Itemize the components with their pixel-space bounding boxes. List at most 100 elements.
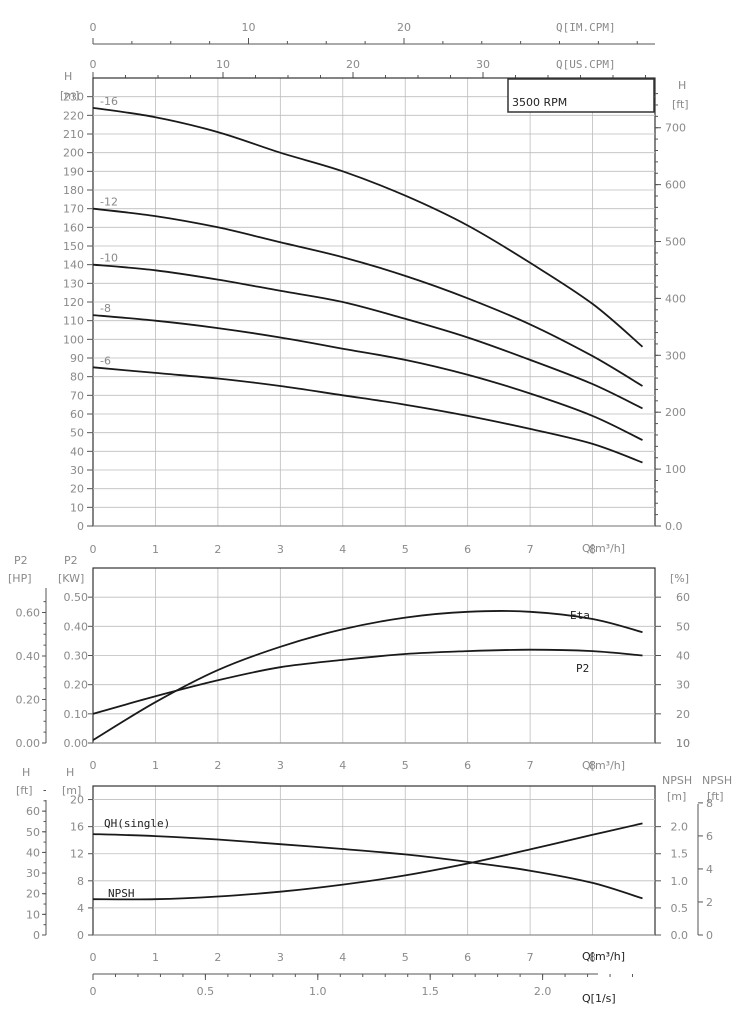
- power-hp-tick-label: 0.60: [16, 607, 41, 620]
- head-y-tick-label: 70: [70, 389, 84, 402]
- npsh-xlabel: Q[m³/h]: [582, 950, 625, 963]
- p2-curve-label: P2: [576, 662, 589, 675]
- head-y-tick-label: 80: [70, 371, 84, 384]
- power-ylabel-kw-1: P2: [64, 554, 78, 567]
- head-curve-label: -10: [100, 252, 118, 265]
- head-y-tick-label: 200: [63, 147, 84, 160]
- npsh-curve-label: NPSH: [108, 887, 135, 900]
- head-ft-tick-label: 100: [665, 463, 686, 476]
- head-x-tick-label: 0: [90, 543, 97, 556]
- top-flow-axes: 0 10 20 0 10 20 30: [90, 21, 655, 78]
- top-im-axis-label: Q[IM.CPM]: [556, 21, 616, 34]
- ls-tick-label: 0: [90, 985, 97, 998]
- npsh-ylabel-ft-2: [ft]: [16, 784, 33, 797]
- power-x-tick-label: 5: [402, 759, 409, 772]
- npsh-m-tick-label: 20: [70, 794, 84, 807]
- power-x-tick-label: 7: [527, 759, 534, 772]
- npsh-m-tick-label: 0: [77, 929, 84, 942]
- rpm-label: 3500 RPM: [512, 96, 567, 109]
- us-tick-label: 30: [476, 58, 490, 71]
- head-y-tick-label: 0: [77, 520, 84, 533]
- head-y-tick-label: 120: [63, 296, 84, 309]
- power-kw-tick-label: 0.00: [64, 737, 89, 750]
- npsh-mr-tick-label: 2.0: [671, 821, 689, 834]
- us-tick-label: 0: [90, 58, 97, 71]
- power-panel: 0.00 0.10 0.20 0.30 0.40 0.50 0.00 0.20 0.40 0.60…: [16, 567, 690, 772]
- npsh-x-tick-label: 4: [339, 951, 346, 964]
- head-x-tick-label: 4: [339, 543, 346, 556]
- head-ylabel-right-2: [ft]: [672, 98, 689, 111]
- head-ft-tick-label: 300: [665, 349, 686, 362]
- npsh-panel: 04812162001020304050600.00.51.01.52.0024…: [26, 785, 713, 998]
- head-y-tick-label: 40: [70, 445, 84, 458]
- ls-tick-label: 1.5: [421, 985, 439, 998]
- head-ylabel-right-1: H: [678, 79, 686, 92]
- npsh-x-tick-label: 0: [90, 951, 97, 964]
- head-y-tick-label: 100: [63, 333, 84, 346]
- head-y-tick-label: 110: [63, 315, 84, 328]
- power-ylabel-right: [%]: [670, 572, 689, 585]
- npsh-x-tick-label: 2: [214, 951, 221, 964]
- rpm-box: [507, 78, 655, 113]
- head-x-tick-label: 2: [214, 543, 221, 556]
- power-x-tick-label: 1: [152, 759, 159, 772]
- npsh-m-tick-label: 8: [77, 875, 84, 888]
- npsh-ft-tick-label: 60: [26, 805, 40, 818]
- qh-single-curve: [92, 833, 643, 900]
- npsh-ftr-tick-label: 8: [706, 797, 713, 810]
- head-x-tick-label: 8: [589, 543, 596, 556]
- power-kw-tick-label: 0.20: [64, 679, 89, 692]
- qh-single-curve-label: QH(single): [104, 817, 170, 830]
- npsh-ft-tick-label: 0: [33, 929, 40, 942]
- us-tick-label: 20: [346, 58, 360, 71]
- eta-curve-label: Eta: [570, 609, 590, 622]
- head-curve: [92, 263, 643, 410]
- head-x-tick-label: 6: [464, 543, 471, 556]
- ls-tick-label: 2.0: [534, 985, 552, 998]
- power-kw-tick-label: 0.30: [64, 650, 89, 663]
- power-ylabel-hp-2: [HP]: [8, 572, 32, 585]
- npsh-ftr-tick-label: 6: [706, 830, 713, 843]
- power-x-tick-label: 6: [464, 759, 471, 772]
- top-us-axis-label: Q[US.CPM]: [556, 58, 616, 71]
- power-pct-tick-label: 20: [676, 708, 690, 721]
- npsh-ylabel-npsh-ft-1: NPSH: [702, 774, 732, 787]
- head-ft-tick-label: 600: [665, 179, 686, 192]
- ls-tick-label: 0.5: [197, 985, 215, 998]
- head-curve: [92, 207, 643, 387]
- power-xlabel: Q[m³/h]: [582, 759, 625, 772]
- head-y-tick-label: 60: [70, 408, 84, 421]
- head-curve-label: -8: [100, 302, 111, 315]
- im-tick-label: 20: [397, 21, 411, 34]
- head-y-tick-label: 130: [63, 277, 84, 290]
- power-pct-bottom-label: 10: [676, 737, 690, 750]
- power-x-tick-label: 8: [589, 759, 596, 772]
- power-pct-tick-label: 10: [676, 737, 690, 750]
- im-tick-label: 10: [242, 21, 256, 34]
- head-y-tick-label: 170: [63, 203, 84, 216]
- power-kw-tick-label: 0.50: [64, 591, 89, 604]
- power-hp-tick-label: 0.00: [16, 737, 41, 750]
- head-y-tick-label: 10: [70, 501, 84, 514]
- npsh-ftr-tick-label: 2: [706, 896, 713, 909]
- power-ylabel-kw-2: [KW]: [58, 572, 84, 585]
- p2-curve: [92, 648, 643, 715]
- npsh-ylabel-m-1: H: [66, 766, 74, 779]
- head-y-tick-label: 150: [63, 240, 84, 253]
- npsh-ylabel-ft-1: H: [22, 766, 30, 779]
- npsh-mr-tick-label: 1.5: [671, 848, 689, 861]
- head-y-tick-label: 30: [70, 464, 84, 477]
- head-x-tick-label: 7: [527, 543, 534, 556]
- npsh-m-tick-label: 4: [77, 902, 84, 915]
- power-kw-tick-label: 0.10: [64, 708, 89, 721]
- npsh-ft-tick-label: 50: [26, 826, 40, 839]
- npsh-ylabel-npsh-m-2: [m]: [667, 790, 686, 803]
- head-y-tick-label: 160: [63, 221, 84, 234]
- head-ft-tick-label: 0.0: [665, 520, 683, 533]
- power-pct-tick-label: 40: [676, 650, 690, 663]
- power-hp-tick-label: 0.40: [16, 650, 41, 663]
- power-x-tick-label: 3: [277, 759, 284, 772]
- head-x-tick-label: 3: [277, 543, 284, 556]
- npsh-ylabel-npsh-ft-2: [ft]: [707, 790, 724, 803]
- head-x-tick-label: 1: [152, 543, 159, 556]
